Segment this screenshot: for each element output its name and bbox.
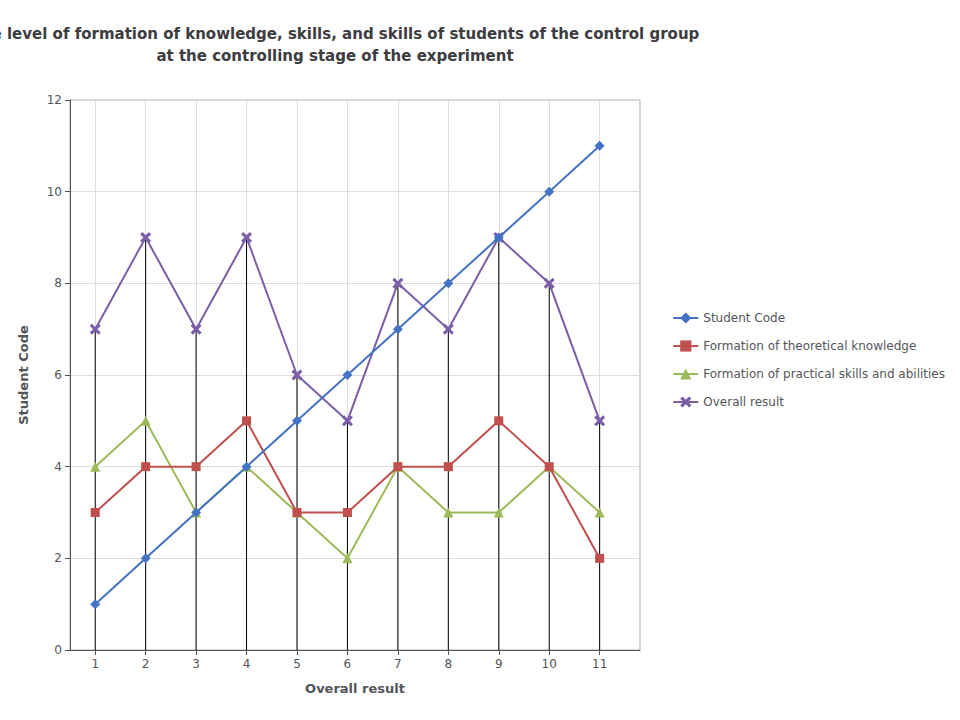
- svg-text:2: 2: [142, 657, 150, 671]
- svg-text:4: 4: [54, 460, 62, 474]
- svg-text:5: 5: [293, 657, 301, 671]
- svg-text:6: 6: [54, 368, 62, 382]
- svg-text:4: 4: [243, 657, 251, 671]
- svg-text:2: 2: [54, 551, 62, 565]
- svg-text:Formation of practical skills: Formation of practical skills and abilit…: [703, 367, 945, 381]
- svg-text:9: 9: [495, 657, 503, 671]
- svg-text:12: 12: [47, 93, 62, 107]
- svg-text:The level of formation of know: The level of formation of knowledge, ski…: [0, 25, 700, 43]
- svg-text:at the controlling stage of th: at the controlling stage of the experime…: [156, 47, 513, 65]
- svg-text:0: 0: [54, 643, 62, 657]
- svg-text:Overall result: Overall result: [305, 681, 405, 696]
- svg-text:10: 10: [47, 185, 62, 199]
- svg-text:7: 7: [394, 657, 402, 671]
- svg-text:10: 10: [542, 657, 557, 671]
- svg-text:1: 1: [91, 657, 99, 671]
- svg-text:Overall result: Overall result: [703, 395, 784, 409]
- svg-text:8: 8: [444, 657, 452, 671]
- svg-text:8: 8: [54, 276, 62, 290]
- svg-text:6: 6: [344, 657, 352, 671]
- svg-text:Student Code: Student Code: [16, 325, 31, 425]
- svg-text:11: 11: [592, 657, 607, 671]
- svg-text:Student Code: Student Code: [703, 311, 785, 325]
- svg-text:Formation of theoretical knowl: Formation of theoretical knowledge: [703, 339, 916, 353]
- svg-text:3: 3: [192, 657, 200, 671]
